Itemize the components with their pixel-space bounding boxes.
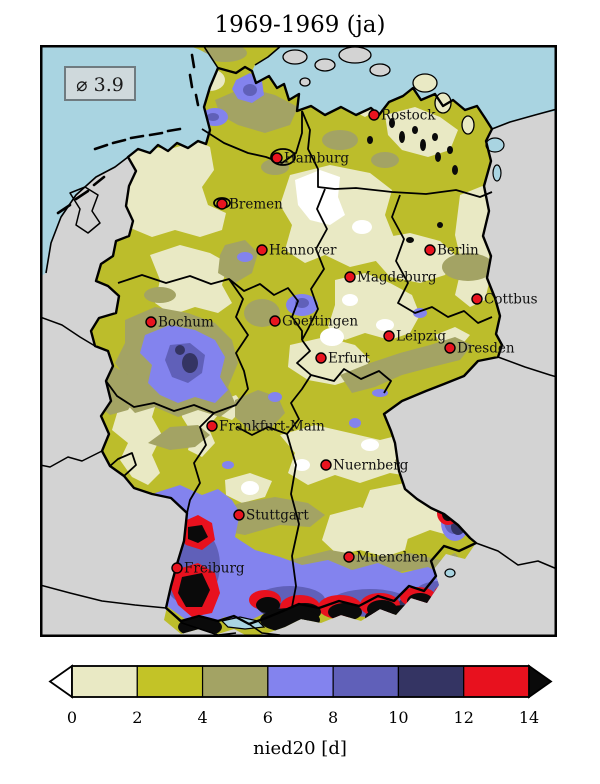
city-label: Leipzig [396, 329, 446, 345]
colorbar-tick-label: 10 [388, 708, 408, 727]
city-label: Hannover [269, 243, 337, 259]
mecklenburg-lakes [367, 118, 458, 243]
city-label: Nuernberg [333, 458, 409, 474]
city-label: Erfurt [328, 351, 370, 367]
colorbar-ticks: 0 2 4 6 8 10 12 14 [67, 708, 539, 727]
ijsselmeer-outline [69, 186, 101, 234]
dutch-coast [45, 156, 129, 274]
city-label: Freiburg [184, 561, 245, 577]
colorbar-tick-label: 2 [132, 708, 142, 727]
lake-constance [220, 616, 266, 630]
city-label: Frankfurt-Main [219, 419, 325, 435]
germany-border [89, 65, 504, 626]
city-label: Rostock [381, 108, 436, 124]
colorbar-segment [267, 665, 334, 698]
city-label: Dresden [457, 341, 515, 357]
north-sea [40, 45, 218, 277]
city-marker [424, 244, 436, 256]
stettin-lagoon-south [492, 164, 502, 182]
city-marker [320, 459, 332, 471]
colorbar-segment [71, 665, 138, 698]
city-label: Bochum [158, 315, 214, 331]
danish-islands [282, 46, 391, 87]
city-label: Hamburg [284, 151, 349, 167]
foreign-borders [39, 316, 558, 636]
germany-map: ⌀ 3.9 Rostock Hamburg Bremen Hannover Berlin… [39, 44, 558, 637]
city-label: Magdeburg [357, 270, 437, 286]
city-marker [269, 315, 281, 327]
city-marker [344, 271, 356, 283]
colorbar-under-arrow [48, 664, 73, 699]
city-marker [315, 352, 327, 364]
city-marker [471, 293, 483, 305]
colorbar-tick-label: 4 [197, 708, 207, 727]
city-marker [216, 198, 228, 210]
colorbar: 0 2 4 6 8 10 12 14 nied20 [d] [0, 650, 600, 780]
colorbar-body [48, 664, 553, 699]
city-marker [171, 562, 183, 574]
city-marker [368, 109, 380, 121]
city-marker [383, 330, 395, 342]
colorbar-segment [201, 665, 269, 698]
lake-chiemsee [444, 568, 456, 578]
colorbar-segment [463, 665, 530, 698]
colorbar-tick-label: 6 [263, 708, 273, 727]
colorbar-tick-label: 12 [454, 708, 474, 727]
colorbar-segment [397, 665, 465, 698]
colorbar-label: nied20 [d] [253, 738, 347, 759]
city-marker [271, 152, 283, 164]
colorbar-tick-label: 8 [328, 708, 338, 727]
city-marker [444, 342, 456, 354]
city-marker [206, 420, 218, 432]
city-marker [233, 509, 245, 521]
state-borders [105, 110, 493, 608]
figure-title: 1969-1969 (ja) [214, 12, 386, 38]
city-label: Cottbus [484, 292, 538, 308]
city-marker [145, 316, 157, 328]
danish-coast [202, 44, 283, 69]
polish-coast [491, 108, 558, 130]
colorbar-svg: 0 2 4 6 8 10 12 14 nied20 [d] [48, 664, 553, 759]
map-canvas: ⌀ 3.9 Rostock Hamburg Bremen Hannover Berlin… [39, 44, 558, 637]
city-label: Bremen [229, 197, 283, 213]
colorbar-frame [71, 665, 530, 698]
city-markers: Rostock Hamburg Bremen Hannover BerlinMagdeb… [145, 108, 538, 577]
mean-badge-value: ⌀ 3.9 [76, 74, 124, 96]
city-label: Berlin [437, 243, 479, 259]
colorbar-tick-label: 0 [67, 708, 77, 727]
city-label: Goettingen [282, 314, 358, 330]
colorbar-tick-label: 14 [519, 708, 539, 727]
city-marker [343, 551, 355, 563]
colorbar-segment [332, 665, 400, 698]
colorbar-segment [136, 665, 204, 698]
mean-badge: ⌀ 3.9 [64, 66, 136, 101]
city-label: Stuttgart [246, 508, 309, 524]
city-marker [256, 244, 268, 256]
map-frame [40, 45, 557, 637]
colorbar-over-arrow [528, 664, 553, 699]
city-label: Muenchen [356, 550, 428, 566]
